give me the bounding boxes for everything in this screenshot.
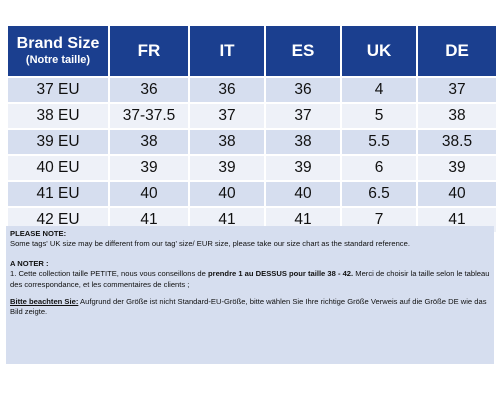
- note-fr-text-bold: prendre 1 au DESSUS pour taille 38 - 42.: [207, 269, 354, 279]
- fr-cell: 36: [110, 78, 188, 102]
- notes-box: PLEASE NOTE: Some tags' UK size may be d…: [6, 226, 494, 364]
- uk-cell: 5: [342, 104, 416, 128]
- es-cell: 39: [266, 156, 340, 180]
- note-de-text: Aufgrund der Größe ist nicht Standard-EU…: [10, 297, 487, 317]
- de-cell: 37: [418, 78, 496, 102]
- uk-cell: 4: [342, 78, 416, 102]
- it-cell: 37: [190, 104, 264, 128]
- uk-cell: 5.5: [342, 130, 416, 154]
- note-fr-heading: A NOTER :: [10, 258, 49, 268]
- table-row: 37 EU 36 36 36 4 37: [8, 78, 496, 102]
- brand-size-cell: 41 EU: [8, 182, 108, 206]
- header-uk: UK: [342, 26, 416, 76]
- note-en-text: Some tags' UK size may be different from…: [10, 239, 410, 249]
- fr-cell: 40: [110, 182, 188, 206]
- de-cell: 38.5: [418, 130, 496, 154]
- header-row: Brand Size (Notre taille) FR IT ES UK DE: [8, 26, 496, 76]
- brand-size-cell: 39 EU: [8, 130, 108, 154]
- header-fr: FR: [110, 26, 188, 76]
- size-table: Brand Size (Notre taille) FR IT ES UK DE…: [6, 24, 498, 234]
- fr-cell: 37-37.5: [110, 104, 188, 128]
- table-row: 38 EU 37-37.5 37 37 5 38: [8, 104, 496, 128]
- table-row: 39 EU 38 38 38 5.5 38.5: [8, 130, 496, 154]
- header-brand-title: Brand Size: [16, 35, 100, 53]
- uk-cell: 6.5: [342, 182, 416, 206]
- header-brand-size: Brand Size (Notre taille): [8, 26, 108, 76]
- de-cell: 38: [418, 104, 496, 128]
- header-de: DE: [418, 26, 496, 76]
- fr-cell: 39: [110, 156, 188, 180]
- it-cell: 36: [190, 78, 264, 102]
- size-chart: Brand Size (Notre taille) FR IT ES UK DE…: [6, 24, 496, 234]
- fr-cell: 38: [110, 130, 188, 154]
- it-cell: 38: [190, 130, 264, 154]
- brand-size-cell: 37 EU: [8, 78, 108, 102]
- it-cell: 39: [190, 156, 264, 180]
- note-fr-text-2: Merci de choisir la taille selon le tabl…: [10, 269, 490, 289]
- note-fr-text-1: 1. Cette collection taille PETITE, nous …: [10, 269, 208, 279]
- es-cell: 37: [266, 104, 340, 128]
- note-fr-paragraph: 1. Cette collection taille PETITE, nous …: [10, 269, 490, 290]
- table-row: 40 EU 39 39 39 6 39: [8, 156, 496, 180]
- note-de-heading: Bitte beachten Sie:: [10, 297, 79, 307]
- es-cell: 36: [266, 78, 340, 102]
- brand-size-cell: 38 EU: [8, 104, 108, 128]
- brand-size-cell: 40 EU: [8, 156, 108, 180]
- de-cell: 39: [418, 156, 496, 180]
- header-it: IT: [190, 26, 264, 76]
- table-row: 41 EU 40 40 40 6.5 40: [8, 182, 496, 206]
- note-en-heading: PLEASE NOTE:: [10, 229, 67, 238]
- es-cell: 38: [266, 130, 340, 154]
- it-cell: 40: [190, 182, 264, 206]
- es-cell: 40: [266, 182, 340, 206]
- header-es: ES: [266, 26, 340, 76]
- uk-cell: 6: [342, 156, 416, 180]
- de-cell: 40: [418, 182, 496, 206]
- header-brand-subtitle: (Notre taille): [25, 53, 91, 66]
- note-de-paragraph: Bitte beachten Sie: Aufgrund der Größe i…: [10, 297, 490, 318]
